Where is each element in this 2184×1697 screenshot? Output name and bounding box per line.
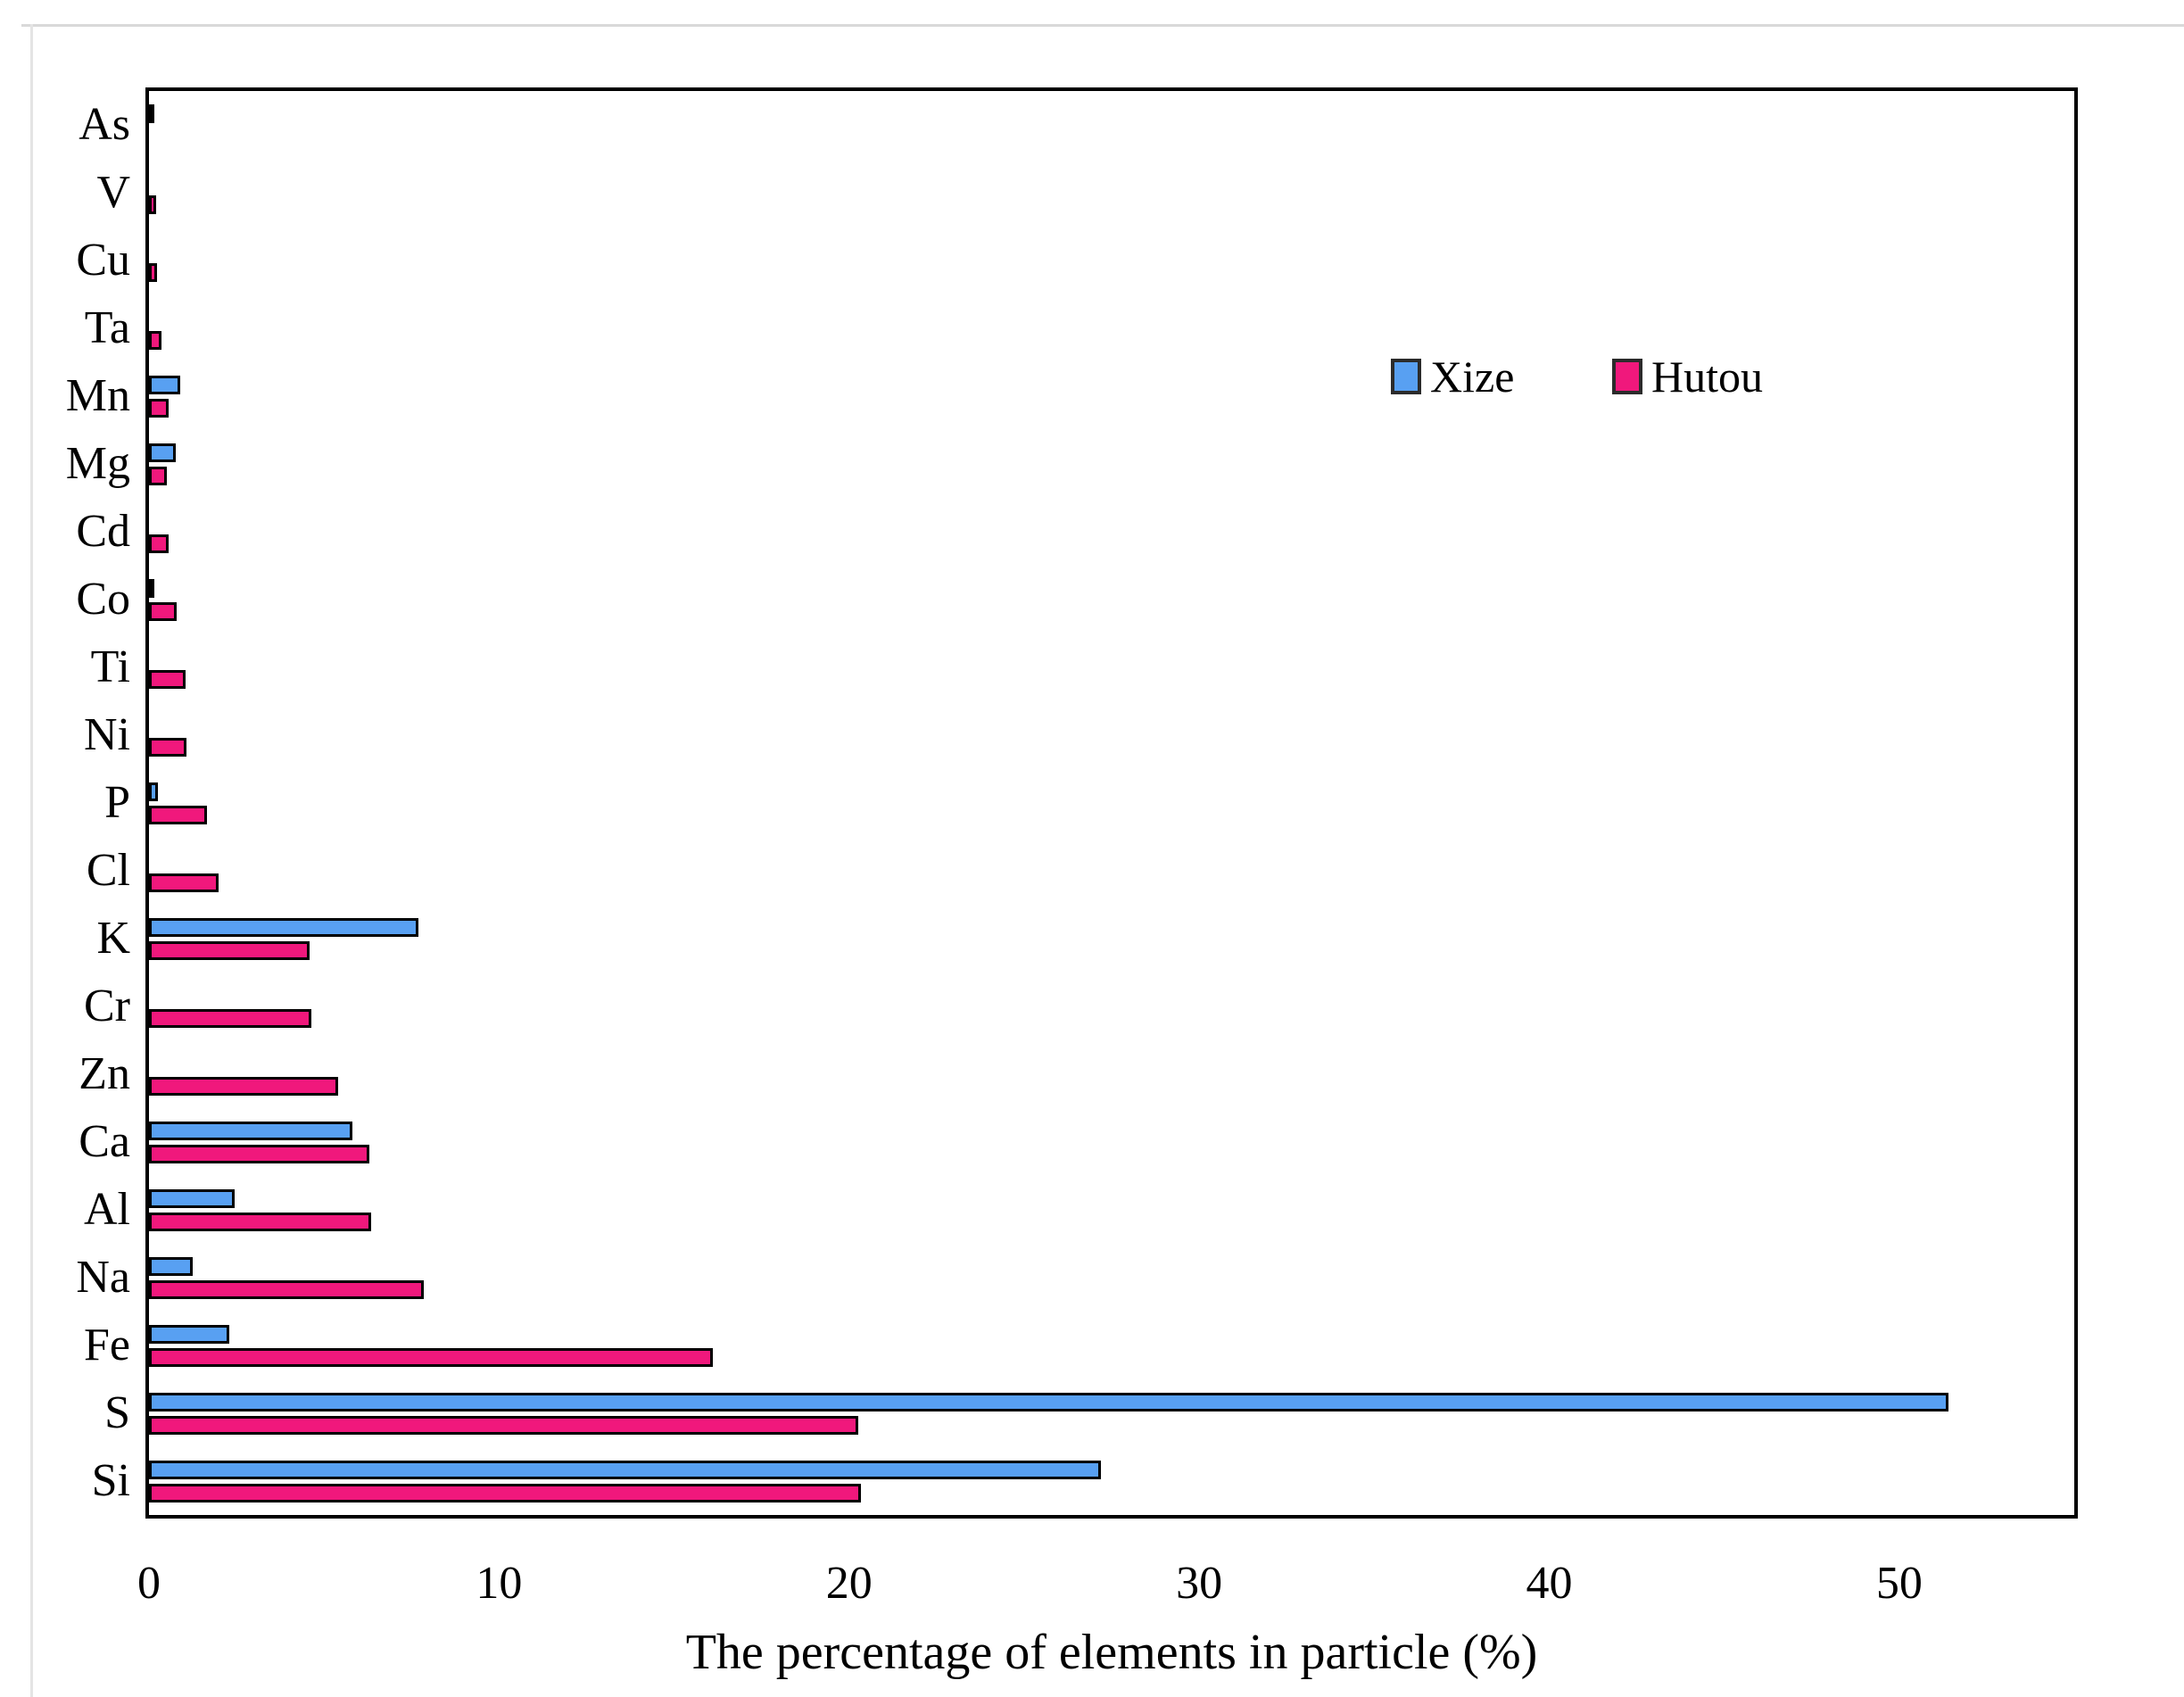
bar-hutou-cd	[149, 534, 169, 553]
page-left-hairline	[30, 24, 33, 1697]
y-axis-label-na: Na	[76, 1252, 130, 1303]
y-axis-label-ni: Ni	[84, 709, 130, 760]
y-axis-label-cl: Cl	[86, 845, 130, 896]
legend-label-xize: Xize	[1430, 352, 1515, 401]
bar-xize-co	[149, 579, 154, 598]
y-axis-label-al: Al	[84, 1184, 130, 1235]
y-axis-label-co: Co	[76, 574, 130, 625]
bar-hutou-mg	[149, 467, 167, 485]
plot-area: Xize Hutou	[145, 87, 2078, 1519]
bar-hutou-cr	[149, 1009, 312, 1028]
y-axis-label-as: As	[79, 99, 130, 150]
y-axis-label-si: Si	[91, 1455, 130, 1506]
bar-hutou-co	[149, 602, 177, 621]
bar-hutou-ta	[149, 331, 161, 350]
y-axis-label-zn: Zn	[79, 1048, 130, 1099]
y-axis-label-ca: Ca	[79, 1116, 130, 1167]
legend-item-xize: Xize	[1391, 348, 1514, 405]
bar-hutou-zn	[149, 1077, 338, 1096]
page-top-hairline	[21, 24, 2184, 27]
bar-xize-al	[149, 1189, 236, 1208]
y-axis-label-mg: Mg	[65, 438, 130, 489]
bar-hutou-cu	[149, 263, 158, 282]
legend-item-hutou: Hutou	[1612, 348, 1763, 405]
bar-hutou-al	[149, 1213, 372, 1231]
bar-xize-as	[149, 104, 154, 123]
bar-xize-s	[149, 1393, 1948, 1411]
bar-hutou-ti	[149, 670, 186, 689]
bar-hutou-v	[149, 195, 156, 214]
y-axis-label-p: P	[104, 777, 130, 828]
bar-hutou-si	[149, 1484, 862, 1502]
y-axis-label-cu: Cu	[76, 235, 130, 286]
x-tick-label-0: 0	[137, 1558, 161, 1609]
bar-hutou-s	[149, 1416, 858, 1435]
y-axis-label-mn: Mn	[65, 370, 130, 421]
x-tick-label-20: 20	[825, 1558, 873, 1609]
legend-label-hutou: Hutou	[1651, 352, 1763, 401]
bar-hutou-na	[149, 1280, 424, 1299]
x-tick-label-50: 50	[1875, 1558, 1923, 1609]
bar-hutou-ni	[149, 738, 187, 757]
bar-hutou-k	[149, 941, 310, 960]
bar-xize-fe	[149, 1325, 230, 1344]
bar-hutou-p	[149, 806, 207, 824]
bar-xize-na	[149, 1257, 194, 1276]
bar-xize-ca	[149, 1122, 352, 1140]
bar-xize-k	[149, 918, 419, 937]
bar-hutou-mn	[149, 399, 169, 418]
y-axis-label-v: V	[96, 167, 130, 218]
legend-swatch-hutou-icon	[1612, 359, 1642, 394]
bar-hutou-ca	[149, 1145, 370, 1163]
y-axis-label-ti: Ti	[90, 642, 130, 692]
x-tick-label-30: 30	[1176, 1558, 1223, 1609]
bar-xize-p	[149, 782, 158, 801]
x-axis-title: The percentage of elements in particle (…	[685, 1625, 1538, 1680]
y-axis-label-fe: Fe	[84, 1320, 130, 1370]
y-axis-label-cr: Cr	[84, 981, 130, 1031]
x-tick-label-10: 10	[476, 1558, 523, 1609]
y-axis-label-s: S	[104, 1387, 130, 1438]
bar-xize-mn	[149, 376, 181, 394]
y-axis-label-ta: Ta	[84, 302, 130, 353]
bar-hutou-cl	[149, 873, 219, 892]
y-axis-label-k: K	[96, 913, 130, 964]
bar-xize-si	[149, 1461, 1102, 1479]
y-axis-label-cd: Cd	[76, 506, 130, 557]
bar-hutou-fe	[149, 1348, 713, 1367]
bar-xize-mg	[149, 443, 176, 462]
x-tick-label-40: 40	[1526, 1558, 1573, 1609]
legend-swatch-xize-icon	[1391, 359, 1421, 394]
